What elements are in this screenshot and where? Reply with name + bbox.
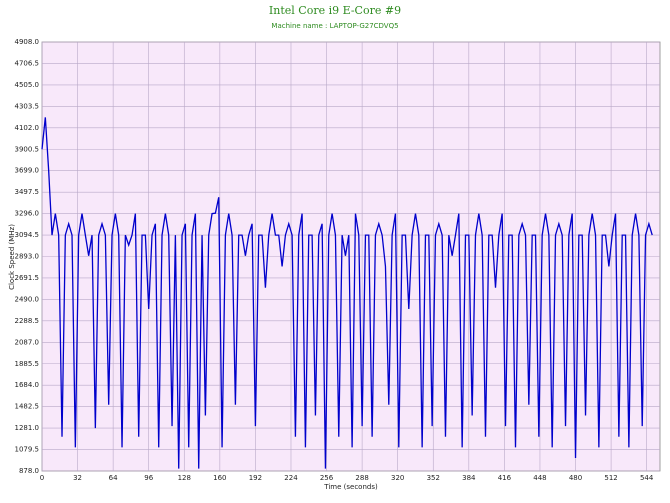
x-tick-label: 160 [213,474,226,482]
y-tick-label: 1684.0 [15,381,40,389]
data-line [41,117,653,469]
y-tick-label: 4303.5 [15,102,40,110]
x-tick-label: 544 [640,474,654,482]
y-tick-label: 3094.5 [15,231,40,239]
y-tick-label: 1281.0 [15,424,40,432]
x-tick-label: 288 [355,474,368,482]
x-tick-label: 480 [569,474,582,482]
y-tick-label: 1482.5 [15,403,40,411]
y-tick-label: 2893.0 [15,253,40,261]
x-tick-label: 0 [40,474,44,482]
y-tick-label: 4908.0 [15,38,40,46]
y-tick-label: 3296.0 [15,210,40,218]
x-tick-label: 384 [462,474,476,482]
y-tick-label: 4706.5 [15,59,40,67]
y-tick-label: 2691.5 [15,274,40,282]
x-tick-label: 96 [144,474,153,482]
x-tick-label: 64 [109,474,118,482]
x-tick-label: 224 [284,474,298,482]
y-tick-label: 3900.5 [15,145,40,153]
y-tick-label: 4102.0 [15,124,40,132]
x-tick-label: 128 [178,474,191,482]
x-tick-label: 448 [533,474,546,482]
x-tick-label: 352 [427,474,440,482]
chart-title: Intel Core i9 E-Core #9 [269,4,401,17]
y-tick-label: 1885.5 [15,360,40,368]
y-tick-label: 2087.0 [15,338,40,346]
y-tick-label: 1079.5 [15,446,40,454]
x-tick-label: 192 [249,474,262,482]
x-tick-label: 512 [604,474,617,482]
y-tick-label: 2288.5 [15,317,40,325]
chart-subtitle: Machine name : LAPTOP-G27CDVQ5 [271,22,398,30]
x-tick-label: 32 [73,474,82,482]
x-tick-label: 320 [391,474,404,482]
x-axis-label: Time (seconds) [323,483,378,491]
x-tick-label: 256 [320,474,334,482]
y-tick-label: 3699.0 [15,167,40,175]
y-axis-label: Clock Speed (MHz) [8,224,16,290]
y-tick-label: 2490.0 [15,295,40,303]
x-tick-label: 416 [498,474,512,482]
y-tick-label: 878.0 [19,467,39,475]
y-tick-label: 3497.5 [15,188,40,196]
y-tick-label: 4505.0 [15,81,40,89]
